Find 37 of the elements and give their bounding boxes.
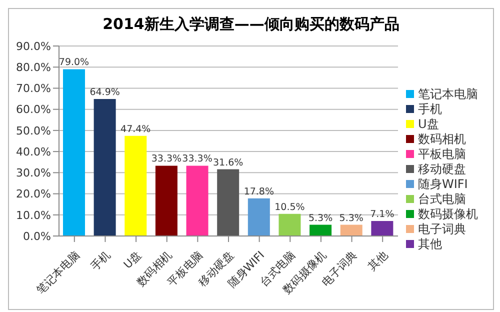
- x-tick-label: 其他: [366, 248, 390, 274]
- chart-title: 2014新生入学调查——倾向购买的数码产品: [102, 15, 400, 34]
- legend-label: 其他: [418, 236, 442, 250]
- y-tick-label: 60.0%: [16, 103, 51, 116]
- legend-label: 手机: [418, 102, 442, 116]
- legend-label: 笔记本电脑: [418, 86, 478, 100]
- data-label: 5.3%: [308, 212, 333, 224]
- legend-label: 平板电脑: [418, 146, 466, 160]
- x-tick-label: U盘: [121, 248, 144, 272]
- y-tick-label: 40.0%: [16, 145, 51, 158]
- legend-label: 电子词典: [418, 222, 466, 236]
- y-tick-label: 90.0%: [16, 40, 51, 53]
- y-tick-label: 30.0%: [16, 166, 51, 180]
- data-label: 33.3%: [182, 154, 212, 165]
- y-tick-label: 0.0%: [23, 230, 51, 243]
- data-label: 10.5%: [274, 202, 305, 213]
- legend-label: 移动硬盘: [418, 162, 466, 176]
- data-label: 17.8%: [244, 186, 274, 198]
- data-label: 5.3%: [339, 212, 364, 224]
- data-label: 47.4%: [120, 124, 151, 135]
- legend-label: 数码相机: [418, 132, 466, 146]
- data-label: 64.9%: [90, 86, 120, 98]
- y-tick-label: 80.0%: [16, 61, 51, 74]
- y-tick-label: 50.0%: [16, 124, 51, 138]
- y-tick-label: 70.0%: [16, 82, 51, 96]
- data-label: 7.1%: [370, 209, 394, 220]
- legend-label: 数码摄像机: [418, 206, 478, 220]
- data-label: 79.0%: [58, 57, 90, 68]
- x-tick-label: 手机: [88, 248, 114, 274]
- legend-label: 随身WIFI: [418, 176, 468, 190]
- data-label: 33.3%: [151, 154, 182, 165]
- x-tick-label: 笔记本电脑: [34, 248, 82, 297]
- y-tick-label: 10.0%: [16, 208, 51, 222]
- y-tick-label: 20.0%: [16, 188, 51, 201]
- legend-label: U盘: [418, 116, 439, 130]
- data-label: 31.6%: [212, 157, 244, 168]
- legend-label: 台式电脑: [418, 192, 466, 206]
